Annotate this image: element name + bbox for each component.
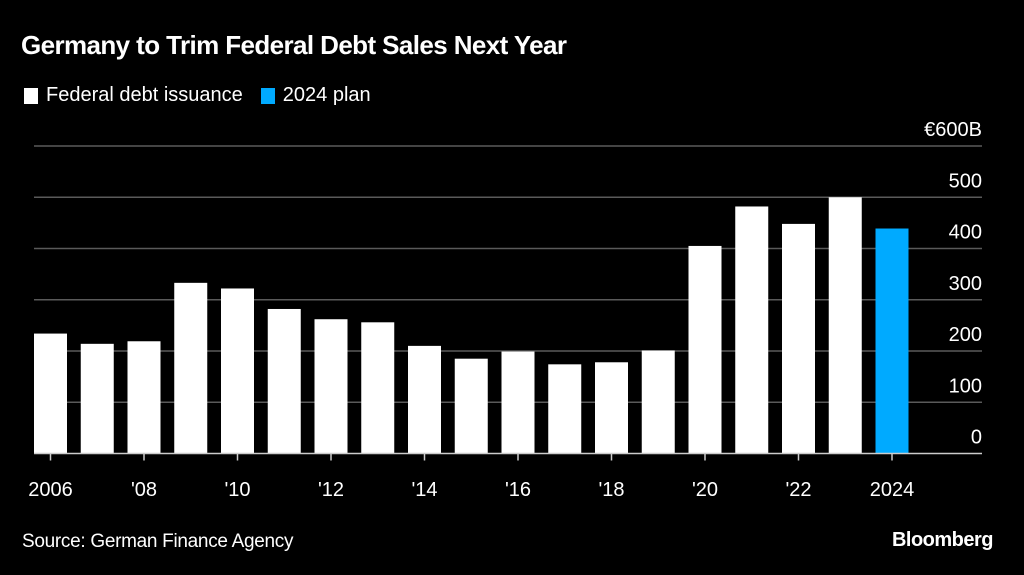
bars	[34, 197, 909, 454]
legend-label: 2024 plan	[282, 84, 371, 106]
y-tick-label: 100	[949, 375, 982, 397]
y-tick-label: 0	[971, 427, 982, 449]
x-axis	[34, 452, 982, 461]
bar-2007	[80, 343, 114, 454]
legend-swatch-federal-debt-issuance	[24, 87, 38, 104]
bar-2012	[314, 319, 348, 454]
source-note: Source: German Finance Agency	[22, 531, 294, 552]
x-tick-label: '10	[224, 479, 250, 501]
x-tick-label: '20	[692, 479, 718, 501]
chart-legend: Federal debt issuance 2024 plan	[24, 84, 389, 107]
x-tick-label: '22	[785, 479, 811, 501]
bar-2024	[875, 228, 909, 454]
x-tick-label: '14	[411, 479, 437, 501]
bar-2014	[408, 345, 441, 454]
x-tick-label: '18	[598, 479, 624, 501]
bar-2018	[595, 362, 628, 454]
y-tick-label: 400	[949, 222, 982, 244]
y-axis-labels: 0 100 200 300 400 500 €600B	[924, 119, 982, 449]
legend-item-federal-debt-issuance: Federal debt issuance	[24, 84, 243, 107]
x-tick-label: '08	[131, 479, 157, 501]
bar-2021	[735, 206, 769, 454]
bar-2022	[782, 223, 815, 454]
legend-item-2024-plan: 2024 plan	[260, 84, 371, 107]
y-tick-label: €600B	[924, 119, 982, 141]
bar-2009	[174, 282, 208, 454]
x-tick-label: 2006	[28, 479, 73, 501]
x-tick-label: '16	[505, 479, 531, 501]
bar-2017	[548, 364, 582, 454]
bar-2011	[267, 308, 301, 454]
x-tick-label: 2024	[870, 479, 915, 501]
bar-2020	[688, 245, 722, 454]
chart-title: Germany to Trim Federal Debt Sales Next …	[21, 30, 567, 60]
bar-2019	[641, 350, 675, 454]
bar-2015	[454, 358, 488, 454]
bloomberg-logo: Bloomberg	[891, 529, 994, 551]
legend-swatch-2024-plan	[260, 87, 275, 104]
y-tick-label: 300	[949, 273, 982, 295]
bar-2006	[34, 333, 67, 454]
bar-2013	[361, 322, 395, 454]
bar-2010	[221, 288, 254, 454]
y-tick-label: 500	[949, 170, 982, 192]
legend-label: Federal debt issuance	[46, 84, 243, 106]
bar-2023	[828, 197, 862, 454]
x-tick-label: '12	[318, 479, 344, 501]
bar-2008	[127, 341, 161, 454]
x-axis-labels: 2006 '08 '10 '12 '14 '16 '18 '20 '22 2024	[28, 479, 914, 501]
y-tick-label: 200	[949, 324, 982, 346]
bar-2016	[501, 351, 535, 454]
